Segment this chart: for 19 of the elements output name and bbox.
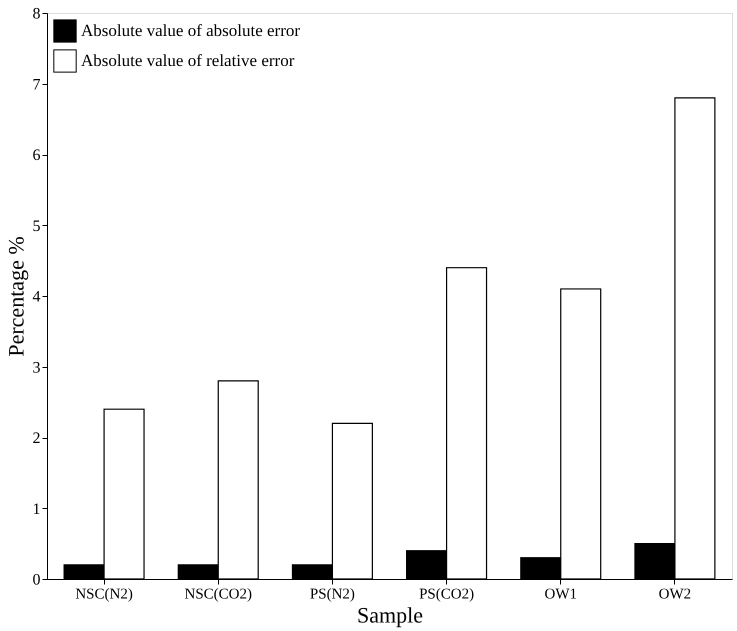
x-tick-label: OW1 — [544, 586, 577, 602]
x-tick-label: NSC(CO2) — [184, 586, 252, 602]
y-axis-title: Percentage % — [4, 236, 28, 357]
y-tick-label: 2 — [32, 430, 40, 447]
y-tick-label: 5 — [32, 218, 40, 235]
x-tick-label: NSC(N2) — [75, 586, 133, 602]
y-tick-label: 4 — [32, 288, 40, 306]
x-axis-title: Sample — [357, 602, 423, 628]
y-tick-label: 1 — [32, 500, 40, 518]
x-tick-label: OW2 — [658, 586, 692, 602]
x-tick-label: PS(CO2) — [419, 586, 474, 602]
legend-label: Absolute value of absolute error — [81, 21, 300, 40]
legend-label: Absolute value of relative error — [81, 51, 295, 70]
x-tick-label: PS(N2) — [310, 586, 355, 602]
y-tick-label: 6 — [32, 147, 40, 164]
y-tick-label: 8 — [32, 6, 40, 22]
y-tick-label: 3 — [32, 359, 40, 376]
y-tick-label: 7 — [32, 76, 40, 94]
y-tick-label: 0 — [32, 572, 40, 588]
